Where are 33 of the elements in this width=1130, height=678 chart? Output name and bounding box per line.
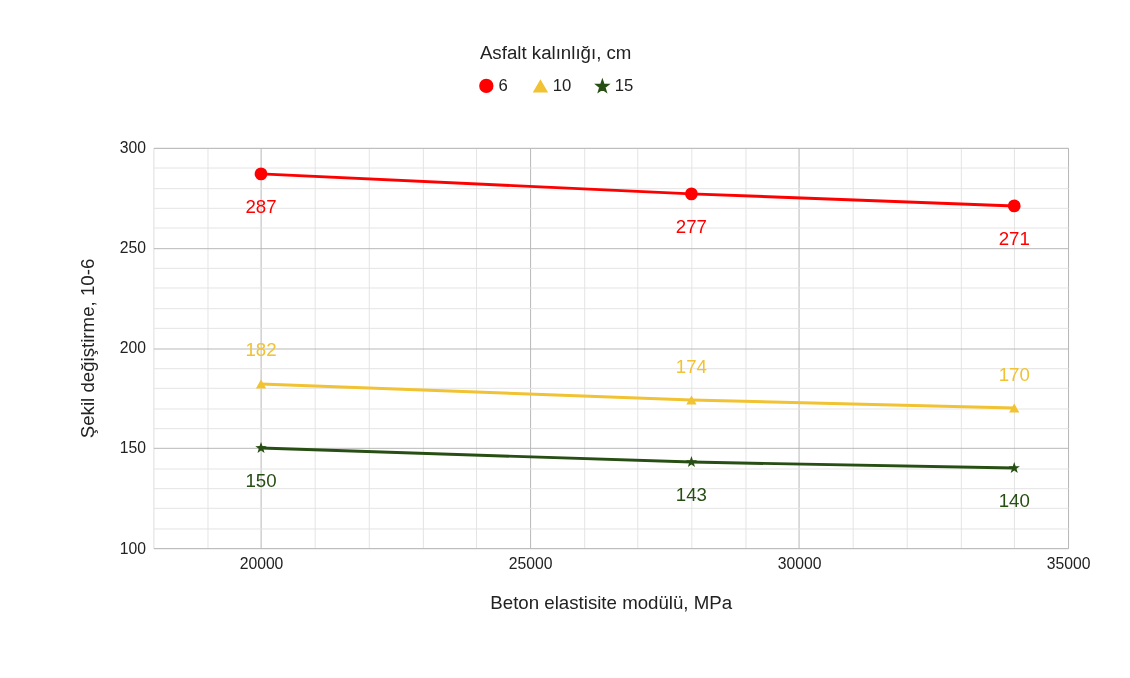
x-tick-label: 35000 xyxy=(1046,555,1091,573)
point xyxy=(255,379,267,389)
y-tick-label: 200 xyxy=(119,339,147,357)
y-tick-label: 250 xyxy=(119,239,147,257)
point xyxy=(255,442,267,453)
point xyxy=(254,167,268,181)
legend-label: 15 xyxy=(614,76,634,96)
data-label: 143 xyxy=(675,484,708,506)
y-tick-label: 150 xyxy=(119,439,147,457)
data-label: 150 xyxy=(245,470,277,492)
x-axis-title: Beton elastisite modülü, MPa xyxy=(490,591,733,613)
point xyxy=(685,187,698,201)
data-label: 277 xyxy=(675,216,708,238)
x-tick-label: 20000 xyxy=(239,555,284,573)
legend-label: 6 xyxy=(498,75,508,95)
y-tick-label: 300 xyxy=(119,139,147,157)
point xyxy=(1009,403,1020,413)
x-tick-label: 30000 xyxy=(777,555,822,573)
legend-label: 10 xyxy=(552,76,572,96)
data-label: 182 xyxy=(245,339,277,361)
data-label: 140 xyxy=(998,490,1030,512)
data-label: 170 xyxy=(998,363,1030,385)
point xyxy=(1008,462,1020,473)
point xyxy=(1007,199,1021,213)
data-label: 271 xyxy=(998,228,1030,250)
data-label: 174 xyxy=(675,355,708,377)
legend-title: Asfalt kalınlığı, cm xyxy=(479,42,632,64)
y-axis-title: Şekil değiştirme, 10-6 xyxy=(77,258,99,439)
point xyxy=(685,456,698,467)
data-label: 287 xyxy=(245,196,277,218)
y-tick-label: 100 xyxy=(119,539,147,557)
point xyxy=(686,395,697,405)
x-tick-label: 25000 xyxy=(508,555,553,573)
